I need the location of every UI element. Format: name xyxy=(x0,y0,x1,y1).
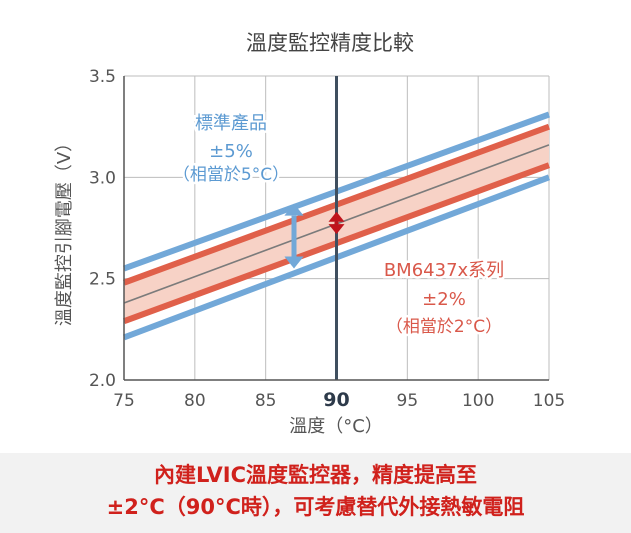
bm6437x-arrow-head-up xyxy=(328,211,345,222)
x-tick-label: 75 xyxy=(113,391,135,411)
y-tick-label: 2.0 xyxy=(89,371,116,391)
standard-annotation-line: ±5% xyxy=(209,141,253,162)
standard-annotation-line: 標準產品 xyxy=(195,113,267,134)
standard-arrow-head-down xyxy=(284,256,304,269)
x-tick-label: 105 xyxy=(533,391,565,411)
y-tick-label: 3.0 xyxy=(89,168,116,188)
chart-title: 溫度監控精度比較 xyxy=(246,31,414,55)
bm6437x-annotation-line: ±2% xyxy=(422,289,466,310)
footer-line-2: ±2°C（90°C時），可考慮替代外接熱敏電阻 xyxy=(106,495,525,519)
footer-line-1: 內建LVIC溫度監控器，精度提高至 xyxy=(154,463,477,487)
y-tick-label: 2.5 xyxy=(89,270,116,290)
x-tick-label: 95 xyxy=(397,391,419,411)
bm6437x-annotation-line: （相當於2°C） xyxy=(386,317,502,337)
y-tick-label: 3.5 xyxy=(89,67,116,87)
standard-arrow-head-up xyxy=(284,203,304,216)
text-layer: 溫度監控精度比較 75 80 85 90 95 100 105 2.0 2.5 3.0 3.5 溫度（°… xyxy=(54,31,565,437)
standard-annotation-line: （相當於5°C） xyxy=(173,165,289,185)
y-axis-label: 溫度監控引腳電壓（V） xyxy=(54,134,75,326)
x-tick-label: 80 xyxy=(184,391,206,411)
bm6437x-arrow-head-down xyxy=(328,224,345,235)
bm6437x-annotation-line: BM6437x系列 xyxy=(384,260,504,281)
chart-svg: 溫度監控精度比較 75 80 85 90 95 100 105 2.0 2.5 3.0 3.5 溫度（°… xyxy=(54,31,565,437)
x-tick-label: 85 xyxy=(255,391,277,411)
x-axis-label: 溫度（°C） xyxy=(289,416,383,437)
arrows-layer xyxy=(284,203,345,269)
footer-caption: 內建LVIC溫度監控器，精度提高至 ±2°C（90°C時），可考慮替代外接熱敏電… xyxy=(0,453,631,533)
x-tick-label: 100 xyxy=(462,391,494,411)
x-tick-label: 90 xyxy=(323,389,349,411)
